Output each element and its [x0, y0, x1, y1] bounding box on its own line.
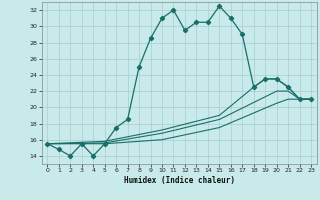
X-axis label: Humidex (Indice chaleur): Humidex (Indice chaleur) [124, 176, 235, 185]
